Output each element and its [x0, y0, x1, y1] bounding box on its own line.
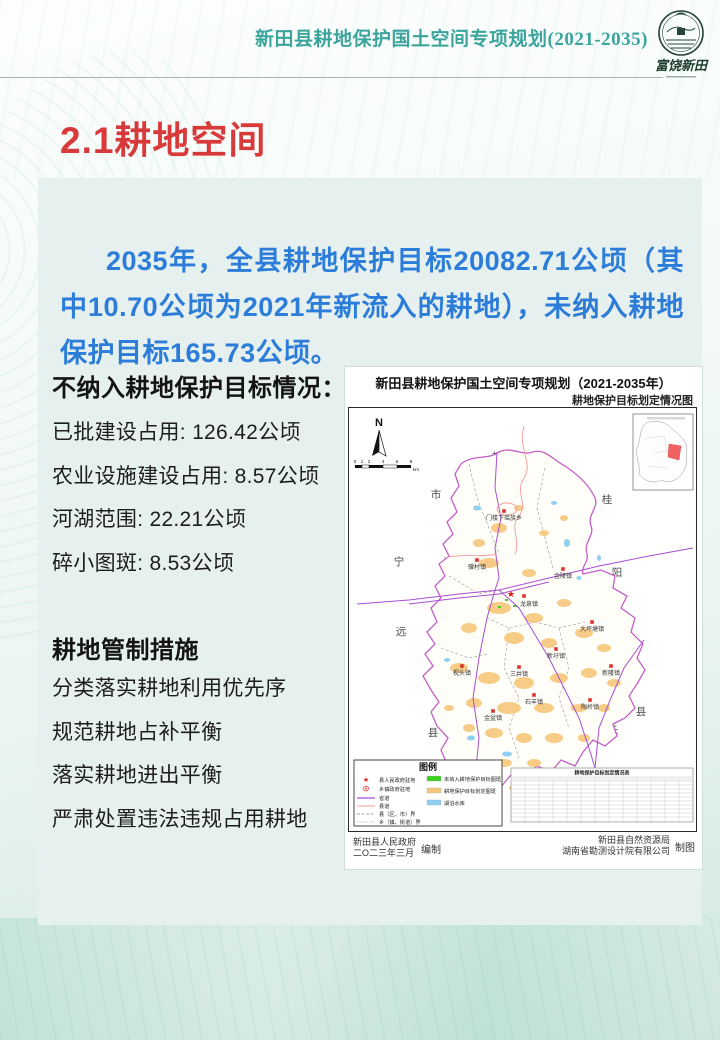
- legend-label: 未纳入耕地保护目标图斑: [444, 775, 501, 783]
- neighbor-label: 远: [396, 626, 407, 638]
- town-markers: 门楼下瑶族乡 骥村镇 金陵镇 ★ 龙泉镇 大坪塘镇 新圩镇 三井镇 枧头镇 新隆…: [453, 509, 620, 722]
- inset-locator-map: [632, 413, 694, 491]
- county-seat-star-icon: ★: [507, 589, 515, 599]
- town-label: 金盆镇: [484, 714, 502, 722]
- north-label: N: [375, 417, 383, 429]
- exclusion-heading: 不纳入耕地保护目标情况：: [52, 375, 346, 402]
- town-label: 大坪塘镇: [580, 625, 604, 633]
- town-label: 骥村镇: [468, 563, 486, 571]
- county-logo: 富饶新田: [650, 6, 712, 86]
- county-roads: [443, 425, 528, 559]
- list-item: 河湖范围: 22.21公顷: [52, 508, 247, 531]
- map-title: 新田县耕地保护国土空间专项规划（2021-2035年）: [375, 376, 672, 391]
- list-item: 规范耕地占补平衡: [52, 720, 223, 744]
- neighbor-label: 县: [428, 727, 439, 739]
- town-label: 陶岭镇: [581, 703, 599, 711]
- map-legend: 图例 ★ 县人民政府驻地 乡镇政府驻地 省道 县道 县（区、市）界 乡（镇、街道…: [353, 759, 503, 827]
- scale-tick: 4: [382, 459, 385, 464]
- neighbor-label: 宁: [394, 555, 405, 568]
- water-patches: [444, 501, 601, 757]
- legend-label: 湖泊水库: [444, 799, 465, 807]
- neighbor-label: 市: [431, 488, 442, 501]
- exclusion-list: 已批建设占用: 126.42公顷 农业设施建设占用: 8.57公顷 河湖范围: …: [52, 418, 319, 592]
- cultivated-land-patches: [444, 505, 621, 791]
- credit-org: 新田县自然资源局: [597, 835, 670, 845]
- inset-highlight-county: [667, 443, 682, 461]
- map-frame: 祁 阳 市 桂 阳 县 宁 远 县 县 禾 嘉: [348, 407, 697, 832]
- list-item: 落实耕地进出平衡: [52, 764, 223, 787]
- list-item: 农业设施建设占用: 8.57公顷: [52, 464, 320, 488]
- credit-role: 编制: [421, 844, 442, 856]
- town-label: 龙泉镇: [520, 600, 538, 608]
- neighbor-label: 阳: [612, 567, 623, 579]
- logo-subtext-bar: [666, 76, 696, 78]
- map-figure-panel: 新田县耕地保护国土空间专项规划（2021-2035年） 耕地保护目标划定情况图 …: [345, 367, 702, 869]
- legend-star-icon: ★: [363, 776, 369, 784]
- credit-date: 二O二三年三月: [353, 848, 415, 858]
- document-header-title: 新田县耕地保护国土空间专项规划(2021-2035): [255, 29, 648, 50]
- intro-paragraph: 2035年，全县耕地保护目标20082.71公顷（其中10.70公顷为2021年…: [60, 246, 684, 368]
- scale-tick: 0: [354, 459, 357, 464]
- header-divider: [0, 77, 663, 78]
- scale-tick: 6: [396, 459, 399, 464]
- measures-list: 分类落实耕地利用优先序 规范耕地占补平衡 落实耕地进出平衡 严肃处置违法违规占用…: [52, 674, 308, 848]
- scale-tick: 8: [410, 459, 413, 464]
- measures-heading: 耕地管制措施: [52, 637, 199, 664]
- scale-tick: 1: [361, 459, 364, 464]
- credit-cartographer: 新田县自然资源局 湖南省勘测设计院有限公司 制图: [562, 835, 695, 857]
- legend-town-dot-icon: [365, 787, 367, 790]
- north-arrow-icon: N: [372, 417, 387, 457]
- credit-org: 新田县人民政府: [353, 837, 417, 847]
- neighbor-label: 桂: [602, 493, 613, 506]
- statistics-table: 耕地保护目标划定情况表: [510, 767, 694, 823]
- legend-swatch: [426, 799, 442, 806]
- legend-label: 县（区、市）界: [379, 810, 415, 818]
- town-label: 三井镇: [510, 670, 528, 678]
- legend-swatch: [426, 787, 442, 794]
- list-item: 分类落实耕地利用优先序: [52, 677, 287, 700]
- legend-swatch: [426, 775, 442, 782]
- town-label: 金陵镇: [554, 572, 572, 580]
- background-wave-bottom: [0, 918, 720, 1040]
- logo-emblem-icon: [658, 10, 704, 56]
- credit-role: 制图: [675, 842, 695, 854]
- town-label: 枧头镇: [453, 669, 471, 677]
- credit-compiler: 新田县人民政府 二O二三年三月 编制: [353, 837, 441, 859]
- legend-label: 县道: [379, 802, 389, 810]
- table-caption: 耕地保护目标划定情况表: [573, 770, 630, 777]
- legend-label: 乡（镇、街道）界: [379, 818, 421, 826]
- excluded-patches: [498, 594, 517, 608]
- section-title: 2.1耕地空间: [60, 120, 267, 161]
- scale-unit: km: [413, 467, 419, 472]
- town-label: 新隆镇: [602, 669, 620, 677]
- map-subtitle: 耕地保护目标划定情况图: [572, 395, 693, 407]
- legend-title: 图例: [419, 761, 437, 772]
- provincial-roads: [356, 451, 694, 805]
- legend-label: 耕地保护目标划定图斑: [444, 787, 496, 795]
- town-label: 门楼下瑶族乡: [486, 514, 522, 522]
- scale-tick: 2: [368, 459, 371, 464]
- legend-label: 省道: [379, 794, 389, 802]
- legend-label: 乡镇政府驻地: [379, 785, 410, 793]
- legend-label: 县人民政府驻地: [379, 776, 415, 784]
- credit-org: 湖南省勘测设计院有限公司: [561, 846, 670, 856]
- town-label: 新圩镇: [547, 652, 565, 660]
- county-boundary: [422, 449, 646, 805]
- logo-text: 富饶新田: [655, 58, 709, 73]
- neighbor-label: 县: [636, 706, 647, 718]
- list-item: 已批建设占用: 126.42公顷: [52, 421, 301, 444]
- town-label: 石羊镇: [525, 698, 543, 706]
- list-item: 碎小图斑: 8.53公顷: [52, 551, 235, 575]
- scale-bar: 0 1 2 4 6 8 km: [354, 459, 420, 472]
- list-item: 严肃处置违法违规占用耕地: [52, 807, 308, 831]
